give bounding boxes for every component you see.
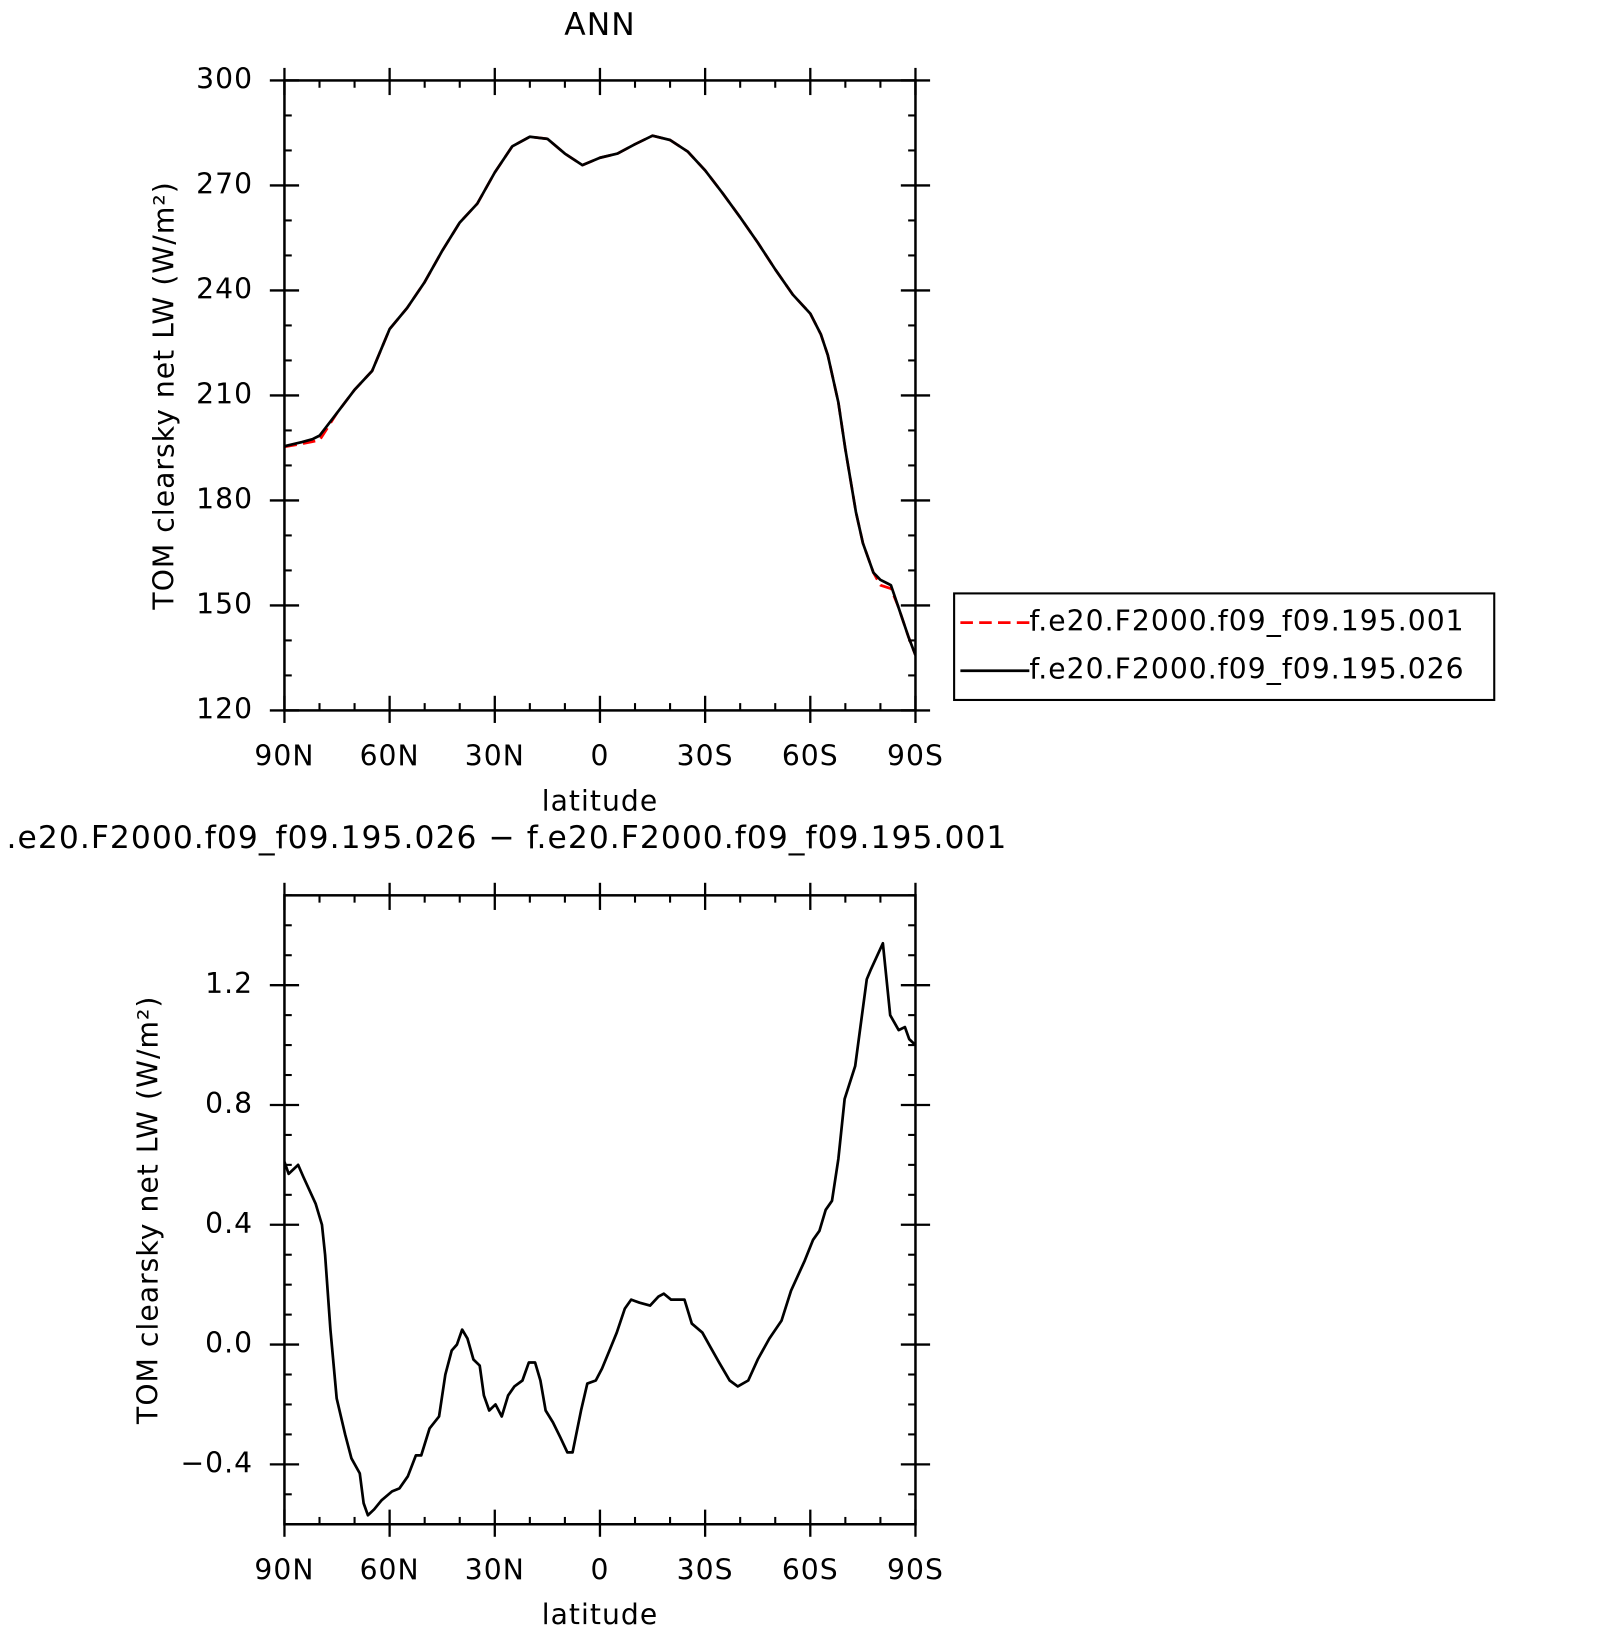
y-tick-label: 0.8 [205,1087,253,1120]
plot-frame [283,79,917,712]
y-tick-label: 120 [196,692,253,725]
y-axis-label: TOM clearsky net LW (W/m²) [132,996,165,1425]
y-tick-label: 0.4 [205,1207,253,1240]
y-tick-label: 0.0 [205,1327,253,1360]
data-line [284,941,916,1517]
x-tick-label: 30S [677,739,734,772]
y-tick-label: −0.4 [180,1446,253,1479]
x-tick-label: 30S [677,1553,734,1586]
x-tick-label: 90N [254,739,314,772]
y-tick-label: 180 [196,482,253,515]
x-tick-label: 60N [360,739,420,772]
legend-box [953,592,1496,702]
x-tick-label: 60S [782,739,839,772]
x-axis-label: latitude [542,784,659,817]
x-tick-label: 60N [360,1553,420,1586]
x-tick-label: 90S [887,739,944,772]
legend-label: f.e20.F2000.f09_f09.195.026 [1029,653,1464,686]
x-tick-label: 90N [254,1553,314,1586]
x-tick-label: 0 [590,1553,609,1586]
y-tick-label: 1.2 [205,967,253,1000]
y-tick-label: 270 [196,167,253,200]
x-tick-label: 0 [590,739,609,772]
x-tick-label: 90S [887,1553,944,1586]
y-axis-label: TOM clearsky net LW (W/m²) [147,181,180,610]
x-tick-label: 30N [465,739,525,772]
x-tick-label: 60S [782,1553,839,1586]
legend-label: f.e20.F2000.f09_f09.195.001 [1029,605,1464,638]
chart-title: ANN [564,7,635,43]
y-tick-label: 240 [196,272,253,305]
data-line [284,134,916,656]
chart-title: .e20.F2000.f09_f09.195.026 − f.e20.F2000… [7,820,1008,856]
plot-frame [283,894,917,1526]
x-axis-label: latitude [542,1598,659,1631]
y-tick-label: 300 [196,62,253,95]
y-tick-label: 210 [196,377,253,410]
x-tick-label: 30N [465,1553,525,1586]
y-tick-label: 150 [196,587,253,620]
data-line [284,134,916,656]
